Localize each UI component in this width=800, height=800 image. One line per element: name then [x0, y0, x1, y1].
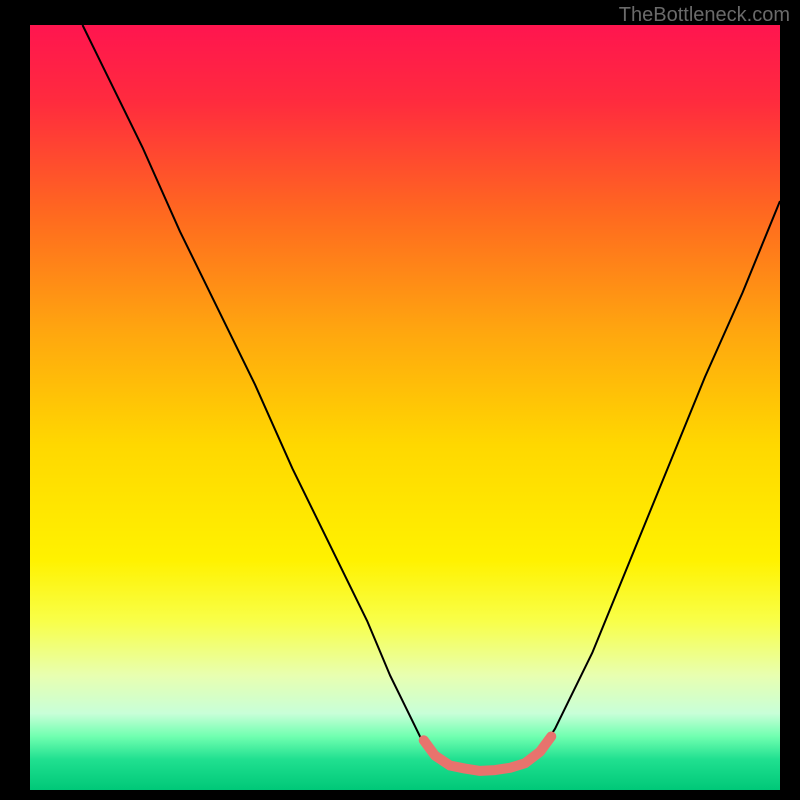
plot-gradient-bg [30, 25, 780, 790]
chart-svg [0, 0, 800, 800]
watermark-text: TheBottleneck.com [619, 4, 790, 27]
bottleneck-chart [0, 0, 800, 800]
